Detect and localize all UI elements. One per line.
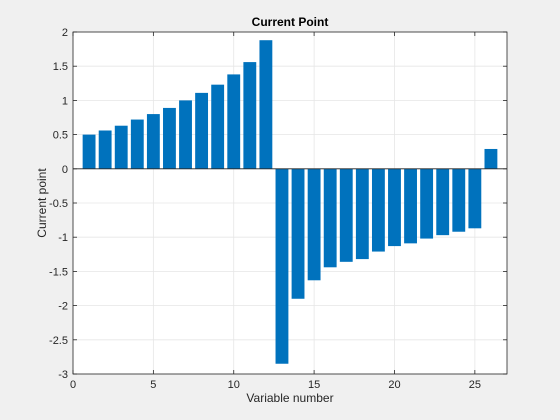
bars [82, 40, 498, 364]
y-tick-label: -1.5 [49, 266, 68, 278]
bar-variable-21 [404, 168, 417, 244]
bar-variable-19 [371, 168, 385, 252]
x-tick-label: 10 [228, 379, 240, 391]
bar-variable-16 [323, 168, 337, 268]
y-tick-label: -1 [58, 232, 68, 244]
bar-variable-22 [420, 168, 434, 239]
bar-variable-4 [130, 119, 144, 169]
x-tick-label: 0 [70, 379, 76, 391]
x-axis-label: Variable number [246, 391, 333, 405]
bar-variable-18 [355, 168, 369, 260]
x-tick-label: 15 [308, 379, 320, 391]
bar-variable-26 [484, 148, 498, 169]
bar-variable-12 [259, 40, 273, 169]
x-tick-label: 20 [388, 379, 400, 391]
bar-variable-5 [146, 114, 160, 169]
y-tick-label: -2 [58, 301, 68, 313]
bar-variable-2 [98, 130, 112, 169]
bar-variable-24 [452, 168, 466, 232]
y-tick-label: -2.5 [49, 335, 68, 347]
bar-variable-7 [179, 100, 192, 169]
bar-variable-13 [275, 168, 289, 364]
bar-variable-14 [291, 168, 305, 299]
chart-title: Current Point [252, 15, 329, 29]
bar-variable-20 [388, 168, 401, 247]
bar-variable-11 [243, 62, 257, 169]
y-tick-label: 0 [62, 164, 68, 176]
bar-variable-1 [82, 134, 96, 169]
y-tick-label: 2 [62, 27, 68, 39]
y-axis-label: Current point [35, 168, 49, 238]
ticks: 0 5 10 15 20 25 -3 -2.5 -2 -1.5 -1 -0.5 0 0.5 1 1.5 2 [49, 27, 507, 391]
y-tick-label: 1.5 [53, 61, 68, 73]
bar-variable-10 [227, 74, 241, 169]
y-tick-label: -0.5 [49, 198, 68, 210]
bar-variable-15 [307, 168, 321, 281]
x-tick-label: 25 [469, 379, 481, 391]
bar-variable-17 [339, 168, 353, 262]
bar-variable-6 [163, 107, 176, 169]
bar-variable-9 [211, 84, 225, 169]
y-tick-label: 1 [62, 95, 68, 107]
x-tick-label: 5 [150, 379, 156, 391]
bar-variable-23 [436, 168, 450, 236]
bar-variable-3 [114, 125, 128, 169]
y-tick-label: -3 [58, 369, 68, 381]
bar-variable-25 [468, 168, 482, 229]
bar-variable-8 [195, 92, 209, 169]
y-tick-label: 0.5 [53, 130, 68, 142]
